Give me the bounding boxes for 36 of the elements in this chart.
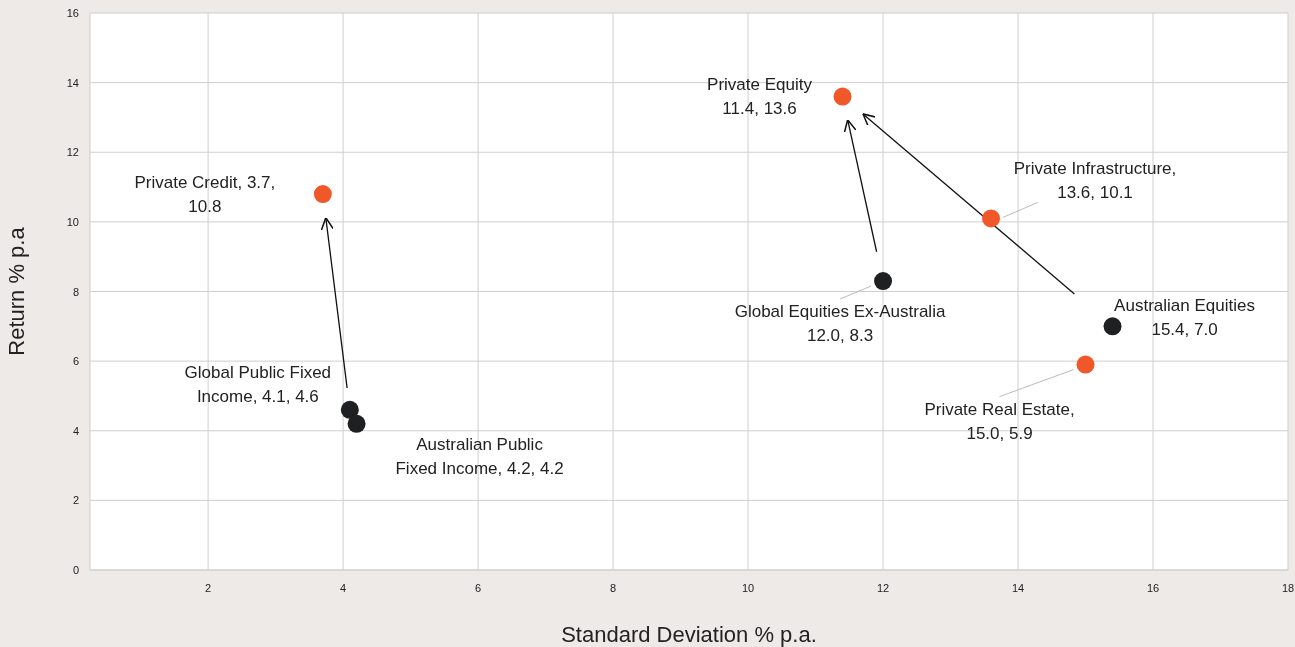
annotation: Global Public Fixed Income, 4.1, 4.6 xyxy=(184,362,332,406)
point xyxy=(1103,317,1122,336)
annotation: Private Credit, 3.7, 10.8 xyxy=(134,173,276,217)
annotation: Private Infrastructure, 13.6, 10.1 xyxy=(1013,159,1177,203)
y-axis-title: Return % p.a xyxy=(4,226,29,356)
x-tick-label: 10 xyxy=(741,582,755,594)
y-tick-label: 14 xyxy=(66,76,79,89)
point xyxy=(313,185,332,204)
point xyxy=(874,272,893,291)
y-tick-label: 2 xyxy=(72,494,79,507)
point xyxy=(982,209,1001,228)
point xyxy=(833,87,852,106)
x-tick-label: 4 xyxy=(340,582,347,594)
annotation: Australian Equities 15.4, 7.0 xyxy=(1114,296,1255,340)
point xyxy=(1076,355,1095,374)
x-tick-label: 18 xyxy=(1281,582,1295,594)
y-tick-label: 10 xyxy=(66,215,79,228)
point xyxy=(340,400,359,419)
annotation: Private Equity 11.4, 13.6 xyxy=(707,74,813,118)
annotation: Private Real Estate, 15.0, 5.9 xyxy=(924,399,1075,443)
x-tick-label: 2 xyxy=(205,582,212,594)
point xyxy=(347,414,366,433)
y-tick-label: 12 xyxy=(66,146,79,159)
y-tick-label: 16 xyxy=(66,7,79,19)
x-tick-label: 8 xyxy=(610,582,617,594)
x-tick-label: 6 xyxy=(475,582,482,594)
x-axis-title: Standard Deviation % p.a. xyxy=(561,622,817,647)
annotation: Global Equities Ex-Australia 12.0, 8.3 xyxy=(734,302,946,346)
y-tick-label: 0 xyxy=(72,564,79,576)
y-tick-label: 6 xyxy=(72,355,79,368)
annotation: Australian Public Fixed Income, 4.2, 4.2 xyxy=(395,434,564,478)
x-tick-label: 14 xyxy=(1011,582,1025,594)
x-tick-label: 12 xyxy=(876,582,890,594)
y-tick-label: 4 xyxy=(72,424,79,437)
x-tick-label: 16 xyxy=(1146,582,1160,594)
y-tick-label: 8 xyxy=(72,285,79,298)
